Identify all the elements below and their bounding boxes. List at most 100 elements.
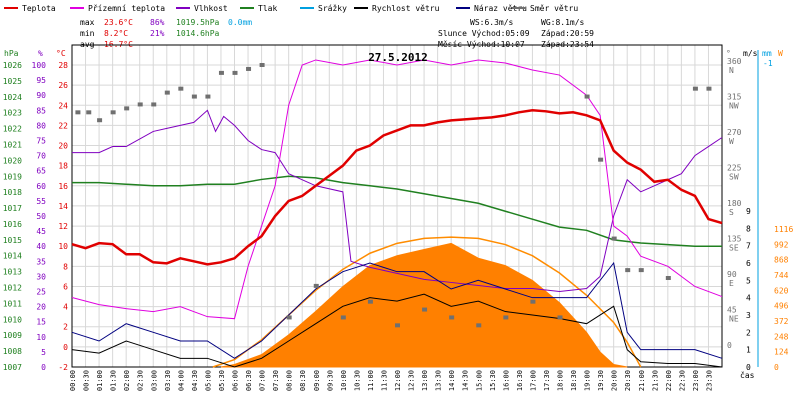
- pct-tick: 0: [41, 363, 46, 372]
- legend-label: Tlak: [258, 4, 277, 13]
- time-tick: 16:00: [502, 370, 510, 391]
- time-tick: 06:00: [232, 370, 240, 391]
- time-tick: 12:30: [408, 370, 416, 391]
- wind-speed-line: [71, 293, 723, 368]
- dir-tick-label: E: [729, 279, 734, 288]
- wind-dir-mark: [503, 315, 509, 320]
- dir-tick-deg: 180: [727, 199, 742, 208]
- time-tick: 21:30: [651, 370, 659, 391]
- time-tick: 04:30: [191, 370, 199, 391]
- w-tick: 992: [774, 240, 789, 249]
- time-tick: 22:00: [665, 370, 673, 391]
- dir-tick-deg: 360: [727, 57, 742, 66]
- wind-dir-mark: [476, 323, 482, 328]
- stat-sun: Slunce Východ:05:09: [438, 29, 530, 38]
- wind-dir-mark: [598, 157, 604, 162]
- wind-dir-mark: [191, 94, 197, 99]
- pct-tick: 10: [36, 333, 46, 342]
- pct-tick: 85: [36, 106, 46, 115]
- axes: 1026102510241023102210211020101910181017…: [3, 49, 794, 391]
- wind-dir-mark: [422, 307, 428, 312]
- time-tick: 20:30: [624, 370, 632, 391]
- c-tick: -2: [58, 363, 68, 372]
- pct-tick: 100: [32, 61, 47, 70]
- series-layer: [71, 59, 723, 368]
- hpa-tick: 1014: [3, 252, 22, 261]
- pct-tick: 65: [36, 167, 46, 176]
- stat-max-temp: 23.6°C: [104, 18, 133, 27]
- legend-label: Vlhkost: [194, 4, 228, 13]
- c-tick: 26: [58, 81, 68, 90]
- wind-dir-mark: [692, 86, 698, 91]
- dir-tick-label: S: [729, 208, 734, 217]
- legend-label: Přízemní teplota: [88, 4, 165, 13]
- c-tick: 18: [58, 162, 68, 171]
- pct-tick: 30: [36, 272, 46, 281]
- ground-temp-line: [71, 59, 723, 320]
- hpa-tick: 1008: [3, 347, 22, 356]
- pct-tick: 50: [36, 212, 46, 221]
- hpa-tick: 1009: [3, 331, 22, 340]
- dir-tick-deg: 315: [727, 93, 742, 102]
- w-tick: 744: [774, 271, 789, 280]
- ms-tick: 1: [746, 346, 751, 355]
- stat-sun-set: Západ:20:59: [541, 29, 594, 38]
- stat-min-label: min: [80, 29, 95, 38]
- dir-tick-label: W: [729, 137, 734, 146]
- ms-tick: 7: [746, 242, 751, 251]
- time-tick: 05:00: [204, 370, 212, 391]
- dir-tick-label: N: [729, 66, 734, 75]
- legend-label: Náraz větru: [474, 4, 527, 13]
- c-tick: 28: [58, 61, 68, 70]
- time-tick: 11:30: [380, 370, 388, 391]
- w-tick: 620: [774, 286, 789, 295]
- x-axis-label: čas: [740, 370, 755, 380]
- dir-tick-deg: 45: [727, 306, 737, 315]
- hpa-tick: 1016: [3, 220, 22, 229]
- pct-tick: 55: [36, 197, 46, 206]
- time-tick: 07:30: [272, 370, 280, 391]
- hpa-unit: hPa: [4, 49, 19, 58]
- time-tick: 18:30: [570, 370, 578, 391]
- pct-tick: 95: [36, 76, 46, 85]
- stat-max-press: 1019.5hPa: [176, 18, 220, 27]
- c-tick: 4: [63, 303, 68, 312]
- humidity-line: [72, 109, 723, 293]
- mm-unit: mm: [762, 49, 772, 58]
- time-tick: 21:00: [638, 370, 646, 391]
- stat-wg: WG:8.1m/s: [541, 18, 585, 27]
- w-tick: 868: [774, 256, 789, 265]
- time-tick: 18:00: [557, 370, 565, 391]
- c-tick: 22: [58, 121, 68, 130]
- ms-tick: 6: [746, 259, 751, 268]
- wind-dir-mark: [164, 90, 170, 95]
- time-tick: 12:00: [394, 370, 402, 391]
- dir-tick-label: NW: [729, 102, 739, 111]
- time-tick: 03:00: [150, 370, 158, 391]
- dir-tick-deg: 270: [727, 128, 742, 137]
- hpa-tick: 1025: [3, 77, 22, 86]
- dir-tick-deg: 90: [727, 270, 737, 279]
- stat-ws: WS:6.3m/s: [470, 18, 514, 27]
- stat-max-rain: 0.0mm: [228, 18, 252, 27]
- hpa-tick: 1007: [3, 363, 22, 372]
- wind-dir-mark: [75, 110, 81, 115]
- time-tick: 15:00: [475, 370, 483, 391]
- time-tick: 11:00: [367, 370, 375, 391]
- w-tick: 0: [774, 363, 779, 372]
- dir-tick-label: SE: [729, 244, 739, 253]
- wind-dir-mark: [151, 102, 157, 107]
- dir-tick-label: NE: [729, 315, 739, 324]
- legend-label: Rychlost větru: [372, 4, 440, 13]
- deg-unit: °: [726, 49, 731, 58]
- wind-gust-line: [71, 261, 723, 359]
- wind-dir-mark: [110, 110, 116, 115]
- c-tick: 10: [58, 242, 68, 251]
- wind-dir-mark: [124, 106, 130, 111]
- pct-tick: 75: [36, 137, 46, 146]
- wind-dir-mark: [638, 268, 644, 273]
- hpa-tick: 1017: [3, 204, 22, 213]
- wind-dir-mark: [86, 110, 92, 115]
